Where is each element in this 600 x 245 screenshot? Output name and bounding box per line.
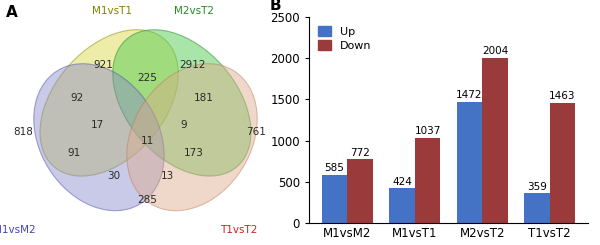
Text: 1037: 1037: [415, 126, 441, 136]
Bar: [389, 188, 415, 223]
Bar: [524, 193, 550, 223]
Ellipse shape: [34, 64, 164, 211]
Text: 818: 818: [13, 127, 33, 137]
Text: 359: 359: [527, 182, 547, 192]
Text: 225: 225: [137, 74, 157, 83]
Text: 13: 13: [161, 172, 174, 181]
Text: 772: 772: [350, 148, 370, 158]
Text: M2vsT2: M2vsT2: [173, 6, 214, 16]
Text: 2004: 2004: [482, 47, 508, 57]
Bar: [347, 159, 373, 223]
Text: 11: 11: [140, 136, 154, 146]
Text: 2912: 2912: [179, 60, 205, 70]
Text: 173: 173: [184, 148, 203, 158]
Text: 285: 285: [137, 195, 157, 205]
Bar: [415, 138, 440, 223]
Text: 181: 181: [194, 93, 214, 103]
Text: 30: 30: [107, 172, 120, 181]
Bar: [482, 58, 508, 223]
Text: 1472: 1472: [456, 90, 482, 100]
Text: A: A: [6, 5, 17, 20]
Text: 424: 424: [392, 177, 412, 186]
Legend: Up, Down: Up, Down: [314, 23, 375, 54]
Text: 91: 91: [68, 148, 81, 158]
Text: T1vsT2: T1vsT2: [220, 225, 257, 235]
Text: 585: 585: [325, 163, 344, 173]
Bar: [457, 102, 482, 223]
Text: 9: 9: [180, 120, 187, 130]
Ellipse shape: [40, 30, 178, 176]
Ellipse shape: [113, 30, 251, 176]
Text: 1463: 1463: [549, 91, 576, 101]
Text: 92: 92: [70, 93, 84, 103]
Text: 921: 921: [94, 60, 113, 70]
Text: 17: 17: [91, 120, 104, 130]
Text: M1vsM2: M1vsM2: [0, 225, 36, 235]
Text: B: B: [270, 0, 281, 13]
Bar: [322, 175, 347, 223]
Bar: [550, 102, 575, 223]
Text: 761: 761: [246, 127, 266, 137]
Text: M1vsT1: M1vsT1: [92, 6, 132, 16]
Ellipse shape: [127, 64, 257, 211]
